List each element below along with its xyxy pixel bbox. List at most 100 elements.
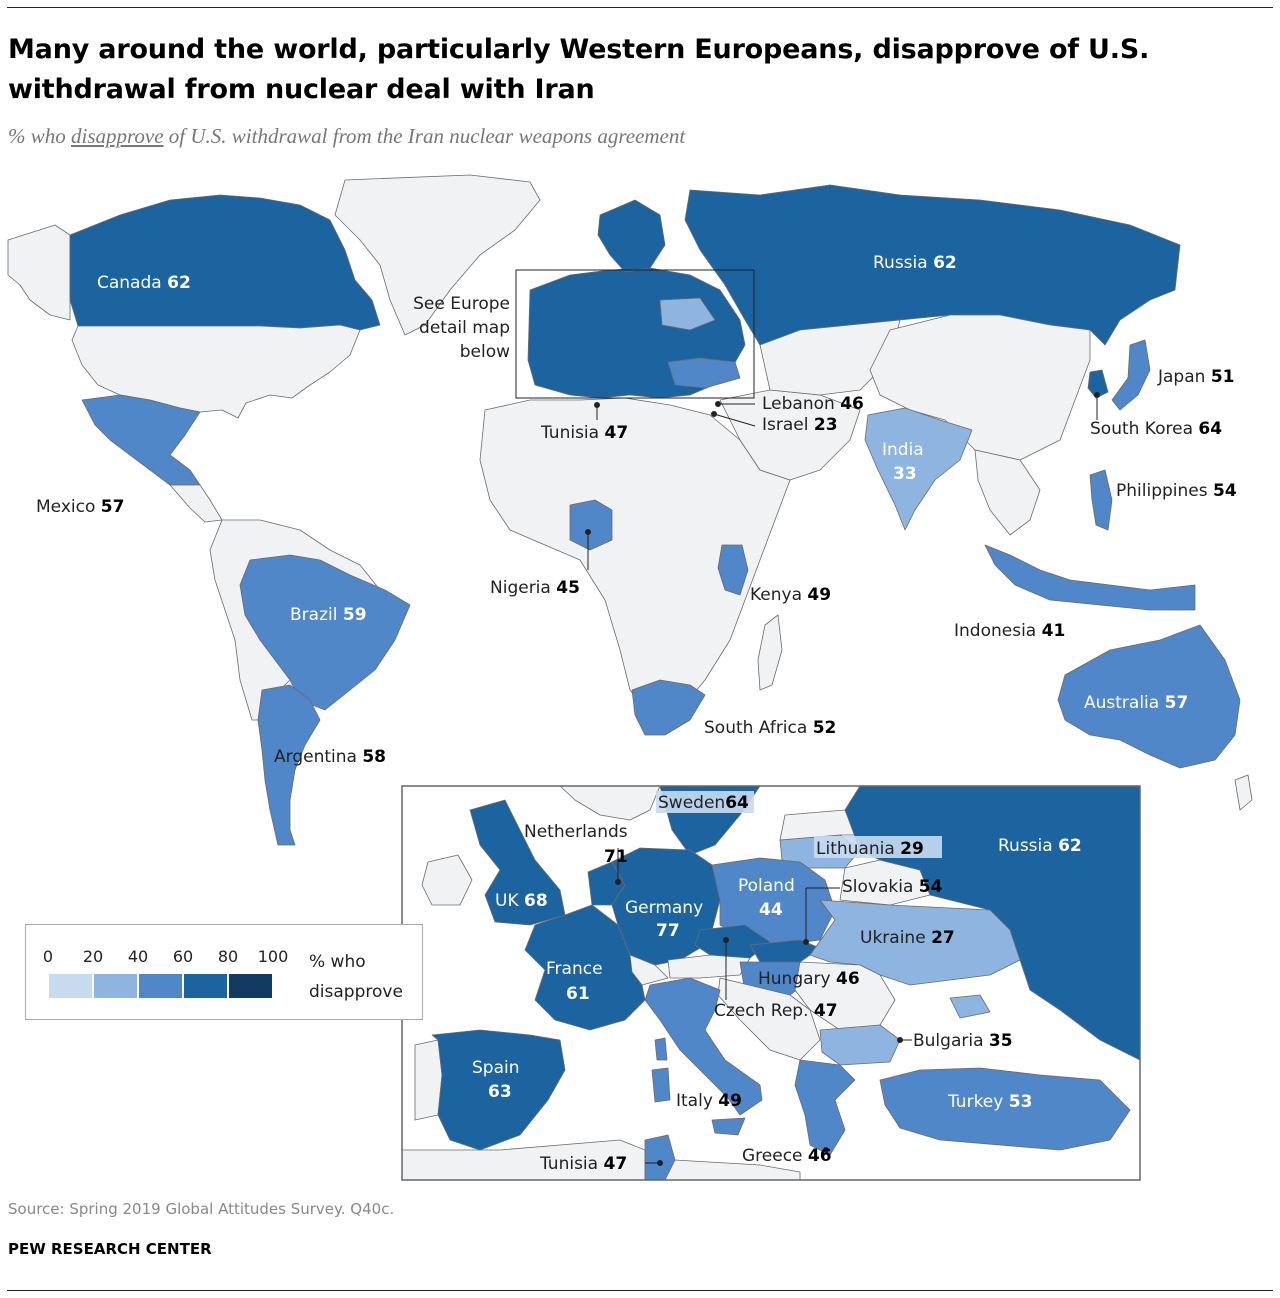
chart-title: Many around the world, particularly West… <box>8 34 1150 105</box>
world-leader-lines <box>585 392 1100 570</box>
madagascar-shape <box>757 614 783 691</box>
label-brazil: Brazil 59 <box>290 605 367 625</box>
legend-tick: 100 <box>257 947 289 966</box>
inset-algeria <box>402 1139 646 1180</box>
kenya-shape <box>717 544 749 596</box>
japan-shape <box>1111 339 1151 411</box>
inset-label-spain: Spain <box>472 1058 520 1078</box>
inset-label-slovakia: Slovakia 54 <box>842 877 943 897</box>
nigeria-shape <box>569 499 613 551</box>
inset-label-sweden: Sweden64 <box>658 793 749 813</box>
scandinavia-shape <box>597 199 666 273</box>
inset-turkey <box>879 1067 1131 1151</box>
inset-germany <box>611 847 721 966</box>
china-shape <box>869 314 1091 461</box>
bottom-rule <box>7 1290 1273 1291</box>
label-south-africa: South Africa 52 <box>704 718 836 738</box>
inset-label-france-value: 61 <box>566 984 590 1004</box>
inset-ireland <box>421 854 473 906</box>
inset-sardinia <box>651 1067 671 1103</box>
europe-note-line: below <box>460 342 510 362</box>
inset-latvia <box>779 809 861 841</box>
label-australia: Australia 57 <box>1084 693 1188 713</box>
legend-swatch-60-80 <box>183 974 227 998</box>
ukraine-world-shape <box>659 297 716 331</box>
label-mexico: Mexico 57 <box>36 497 124 517</box>
inset-label-france: France <box>546 959 603 979</box>
label-philippines: Philippines 54 <box>1116 481 1237 501</box>
turkey-world-shape <box>667 357 741 389</box>
new-zealand-shape <box>1234 774 1253 811</box>
inset-label-poland-value: 44 <box>759 900 783 920</box>
inset-greece <box>794 1059 856 1156</box>
south-africa-shape <box>631 679 706 736</box>
mexico-shape <box>81 394 201 486</box>
inset-label-bulgaria: Bulgaria 35 <box>913 1031 1013 1051</box>
legend-tick: 40 <box>127 947 149 966</box>
inset-label-spain-value: 63 <box>488 1082 512 1102</box>
legend-tick: 80 <box>217 947 239 966</box>
europe-inset-map: Sweden64 Netherlands 71 Lithuania 29 Rus… <box>401 785 1141 1181</box>
inset-label-netherlands-value: 71 <box>604 847 628 867</box>
label-india-value: 33 <box>893 464 917 484</box>
inset-corsica <box>654 1037 668 1061</box>
greenland-shape <box>334 174 541 336</box>
argentina-shape <box>257 684 321 846</box>
label-indonesia: Indonesia 41 <box>954 621 1065 641</box>
label-india: India <box>882 440 924 460</box>
legend-tick: 0 <box>42 947 54 966</box>
inset-portugal <box>414 1039 443 1121</box>
inset-austria <box>667 954 751 979</box>
europe-note-line: See Europe <box>413 294 510 314</box>
inset-label-czech: Czech Rep. 47 <box>714 1001 838 1021</box>
inset-uk <box>469 799 566 926</box>
southeast-asia-shape <box>974 449 1041 536</box>
label-russia: Russia 62 <box>873 253 957 273</box>
africa-shape <box>479 397 791 716</box>
inset-leader-lines <box>615 848 912 1166</box>
inset-label-turkey: Turkey 53 <box>947 1092 1032 1112</box>
legend-swatch-40-60 <box>138 974 182 998</box>
europe-note: See Europe detail map below <box>413 294 510 362</box>
label-argentina: Argentina 58 <box>274 747 386 767</box>
inset-label-ukraine: Ukraine 27 <box>860 928 955 948</box>
indonesia-shape <box>984 544 1196 611</box>
alaska-shape <box>7 224 71 321</box>
europe-note-line: detail map <box>419 318 510 338</box>
chart-subtitle: % who disapprove of U.S. withdrawal from… <box>8 124 686 148</box>
inset-label-netherlands: Netherlands <box>524 822 628 842</box>
legend-tick: 20 <box>82 947 104 966</box>
legend-tick: 60 <box>172 947 194 966</box>
inset-ukraine <box>809 899 1021 986</box>
europe-locator-box <box>515 269 755 399</box>
label-lebanon: Lebanon 46 <box>762 394 864 414</box>
australia-shape <box>1057 624 1241 769</box>
south-korea-shape <box>1087 369 1109 399</box>
inset-label-tunisia: Tunisia 47 <box>539 1154 627 1174</box>
source-note: Source: Spring 2019 Global Attitudes Sur… <box>8 1200 395 1218</box>
inset-label-italy: Italy 49 <box>676 1091 742 1111</box>
central-america-shape <box>169 484 223 523</box>
brazil-shape <box>239 554 411 711</box>
inset-crimea <box>949 994 991 1019</box>
inset-spain <box>431 1029 566 1151</box>
label-nigeria: Nigeria 45 <box>490 578 580 598</box>
inset-italy <box>644 977 763 1116</box>
inset-libya <box>664 1159 801 1180</box>
label-canada: Canada 62 <box>97 273 191 293</box>
label-south-korea: South Korea 64 <box>1090 419 1222 439</box>
usa-shape <box>71 324 361 419</box>
inset-poland <box>711 857 836 946</box>
inset-bulgaria <box>819 1024 901 1066</box>
india-shape <box>864 407 973 531</box>
inset-label-lithuania: Lithuania 29 <box>816 839 924 859</box>
label-japan: Japan 51 <box>1157 367 1235 387</box>
inset-label-germany: Germany <box>625 898 703 918</box>
legend-swatch-20-40 <box>93 974 137 998</box>
legend-swatch-0-20 <box>48 974 92 998</box>
legend-label: % who disapprove <box>309 952 403 1002</box>
top-rule <box>7 7 1273 8</box>
inset-sicily <box>711 1117 746 1136</box>
inset-label-uk: UK 68 <box>495 891 548 911</box>
legend-swatch-80-100 <box>228 974 272 998</box>
